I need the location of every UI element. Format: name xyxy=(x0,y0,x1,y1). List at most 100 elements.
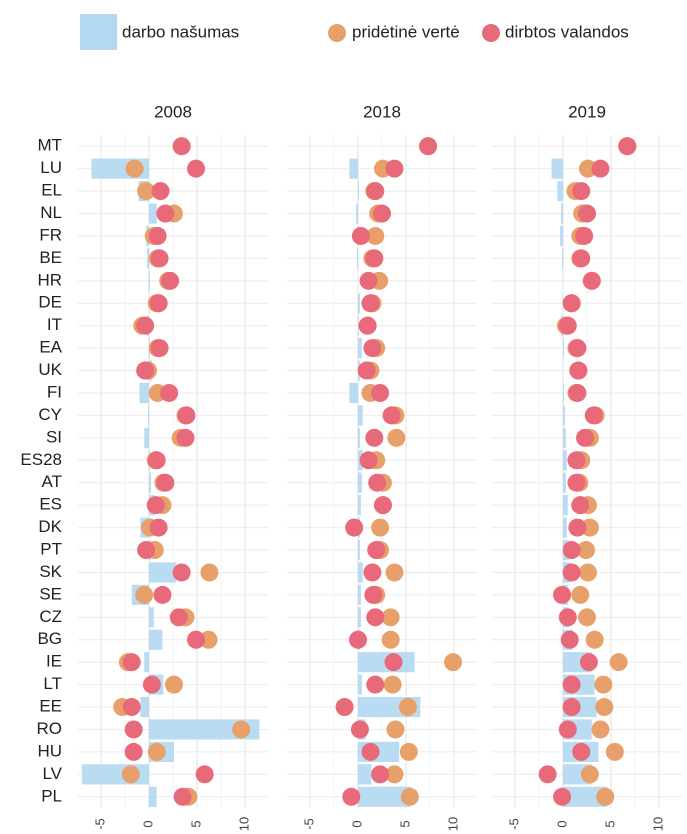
dot xyxy=(137,541,156,560)
dot xyxy=(562,541,581,560)
dot xyxy=(558,316,577,335)
bar xyxy=(358,786,411,807)
dot xyxy=(148,226,167,245)
dot xyxy=(122,653,141,672)
bar xyxy=(563,427,566,448)
dot xyxy=(135,585,154,604)
y-tick-label: ES xyxy=(39,495,62,514)
dot xyxy=(594,675,613,694)
dot xyxy=(553,585,572,604)
bar xyxy=(139,382,150,404)
dot xyxy=(577,541,596,560)
y-tick-label: EL xyxy=(41,181,62,200)
bar xyxy=(358,584,361,605)
dot xyxy=(444,653,463,672)
panel-title: 2019 xyxy=(568,102,606,121)
x-tick-label: 10 xyxy=(650,817,665,831)
dot xyxy=(349,630,368,649)
dot xyxy=(359,271,378,290)
dot xyxy=(358,316,377,335)
y-tick-label: MT xyxy=(37,136,62,155)
dot xyxy=(160,383,179,402)
y-tick-label: UK xyxy=(38,360,62,379)
dot xyxy=(385,765,404,784)
dot xyxy=(562,675,581,694)
y-tick-label: LU xyxy=(40,158,62,177)
bar xyxy=(563,517,567,538)
dot xyxy=(364,585,383,604)
bar xyxy=(149,719,260,740)
dot xyxy=(384,653,403,672)
bar xyxy=(144,427,150,448)
dot xyxy=(595,698,614,717)
dot xyxy=(568,518,587,537)
bar xyxy=(356,203,359,224)
dot xyxy=(386,720,405,739)
bar xyxy=(358,315,359,336)
y-tick-label: SK xyxy=(39,562,62,581)
dot xyxy=(371,383,390,402)
dot xyxy=(335,698,354,717)
y-tick-label: LV xyxy=(42,764,62,783)
bar xyxy=(147,248,150,269)
dot xyxy=(585,630,604,649)
dot xyxy=(572,249,591,268)
dot xyxy=(572,182,591,201)
dot xyxy=(232,720,251,739)
dot xyxy=(365,249,384,268)
dot xyxy=(136,361,155,380)
y-tick-label: FR xyxy=(39,225,62,244)
dot xyxy=(571,496,590,515)
dot xyxy=(382,406,401,425)
dot xyxy=(169,608,188,627)
y-tick-label: PL xyxy=(41,786,62,805)
dot xyxy=(150,339,169,358)
dot xyxy=(121,765,140,784)
bar xyxy=(358,562,363,583)
dot xyxy=(575,226,594,245)
bar xyxy=(563,338,564,359)
dot xyxy=(385,563,404,582)
dot xyxy=(584,406,603,425)
dot xyxy=(371,518,390,537)
dot xyxy=(580,765,599,784)
bar xyxy=(563,405,565,426)
dot xyxy=(172,137,191,156)
y-tick-label: PT xyxy=(40,540,62,559)
dot xyxy=(582,271,601,290)
bar xyxy=(358,539,360,561)
dot xyxy=(381,608,400,627)
bar xyxy=(563,450,567,471)
dot xyxy=(342,787,361,806)
bar xyxy=(358,674,362,695)
dot xyxy=(366,675,385,694)
dot xyxy=(567,473,586,492)
y-tick-label: RO xyxy=(37,719,63,738)
bar xyxy=(561,203,564,224)
dot xyxy=(578,563,597,582)
bar xyxy=(149,786,157,807)
dot xyxy=(560,630,579,649)
dot xyxy=(187,159,206,178)
dot xyxy=(149,518,168,537)
bar xyxy=(140,696,150,718)
bar xyxy=(149,629,163,650)
y-tick-label: IE xyxy=(46,652,62,671)
dot xyxy=(605,742,624,761)
bar xyxy=(563,382,564,404)
bar xyxy=(144,652,150,673)
dot xyxy=(363,563,382,582)
panel-title: 2008 xyxy=(154,102,192,121)
dot xyxy=(156,473,175,492)
y-tick-label: SI xyxy=(46,427,62,446)
dot xyxy=(150,249,169,268)
dot xyxy=(122,698,141,717)
dot xyxy=(538,765,557,784)
dot xyxy=(373,204,391,223)
dot xyxy=(187,630,206,649)
y-tick-label: HR xyxy=(37,270,62,289)
dot xyxy=(381,630,400,649)
legend-swatch xyxy=(482,24,500,42)
dot xyxy=(365,428,384,447)
